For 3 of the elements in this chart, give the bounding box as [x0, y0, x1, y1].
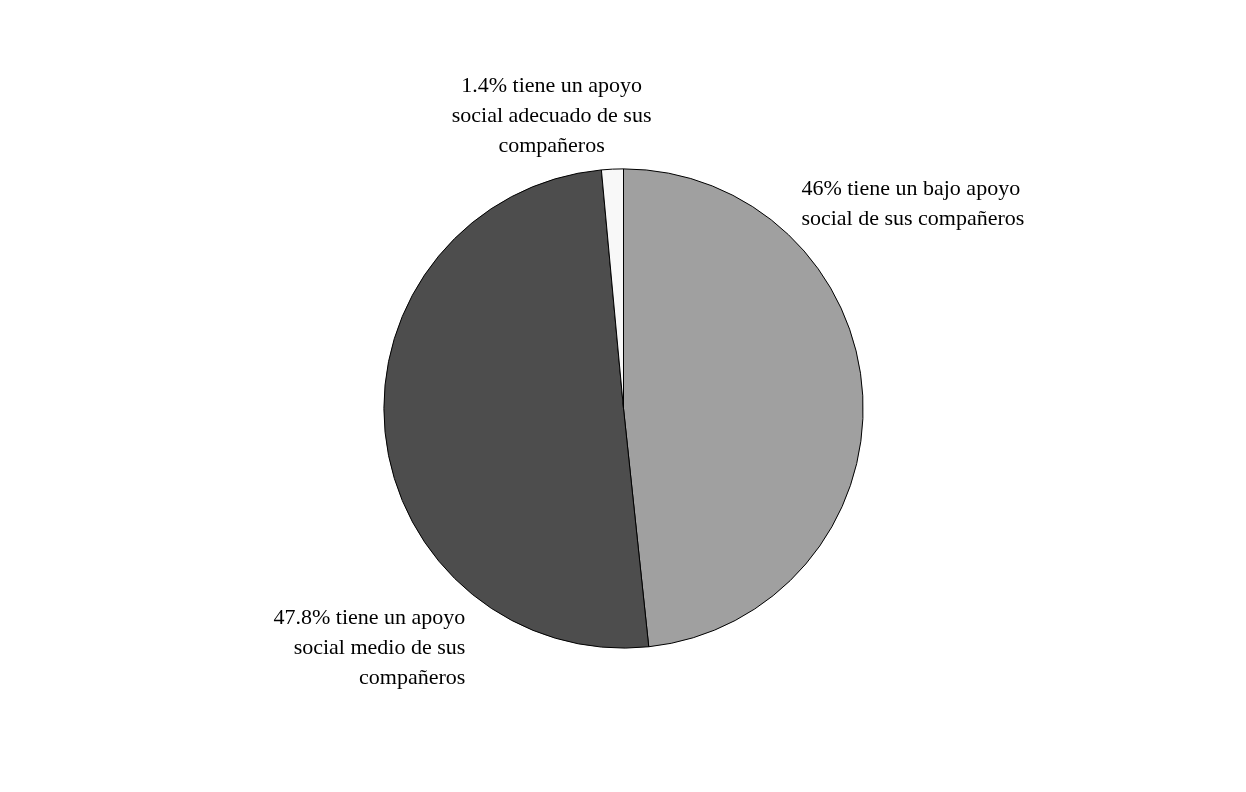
slice-label: 46% tiene un bajo apoyo social de sus compañeros	[801, 175, 1025, 231]
slice-label: 47.8% tiene un apoyo social medio de sus compañeros	[273, 604, 466, 690]
slice-label: 1.4% tiene un apoyo social adecuado de sus compañeros	[451, 71, 652, 157]
